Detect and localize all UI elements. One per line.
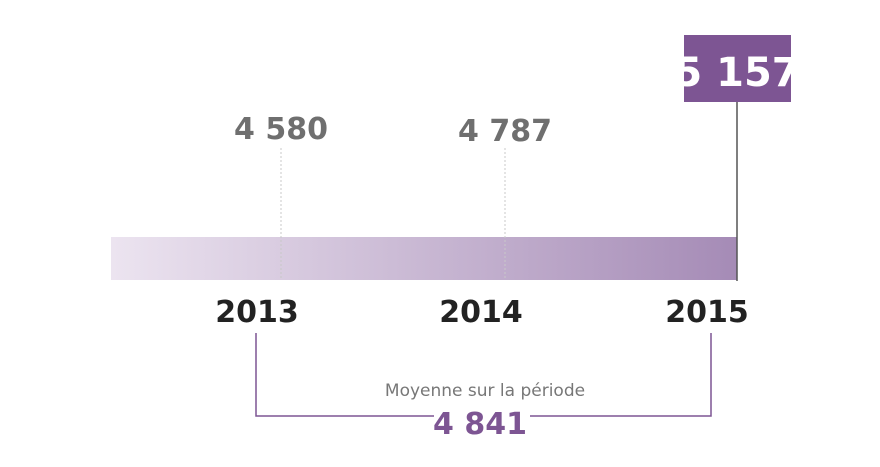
average-bracket-right	[530, 333, 712, 417]
average-label: Moyenne sur la période	[385, 381, 585, 401]
year-label-2015: 2015	[665, 295, 749, 330]
year-label-2014: 2014	[439, 295, 523, 330]
year-label-2013: 2013	[215, 295, 299, 330]
highlight-value-box	[684, 35, 791, 102]
timeline-bar	[111, 237, 737, 280]
value-label-2013: 4 580	[234, 112, 328, 147]
average-bracket-left	[255, 333, 434, 417]
value-label-2014: 4 787	[458, 114, 552, 149]
highlight-value-label: 5 157	[674, 50, 799, 96]
average-value: 4 841	[433, 407, 527, 442]
